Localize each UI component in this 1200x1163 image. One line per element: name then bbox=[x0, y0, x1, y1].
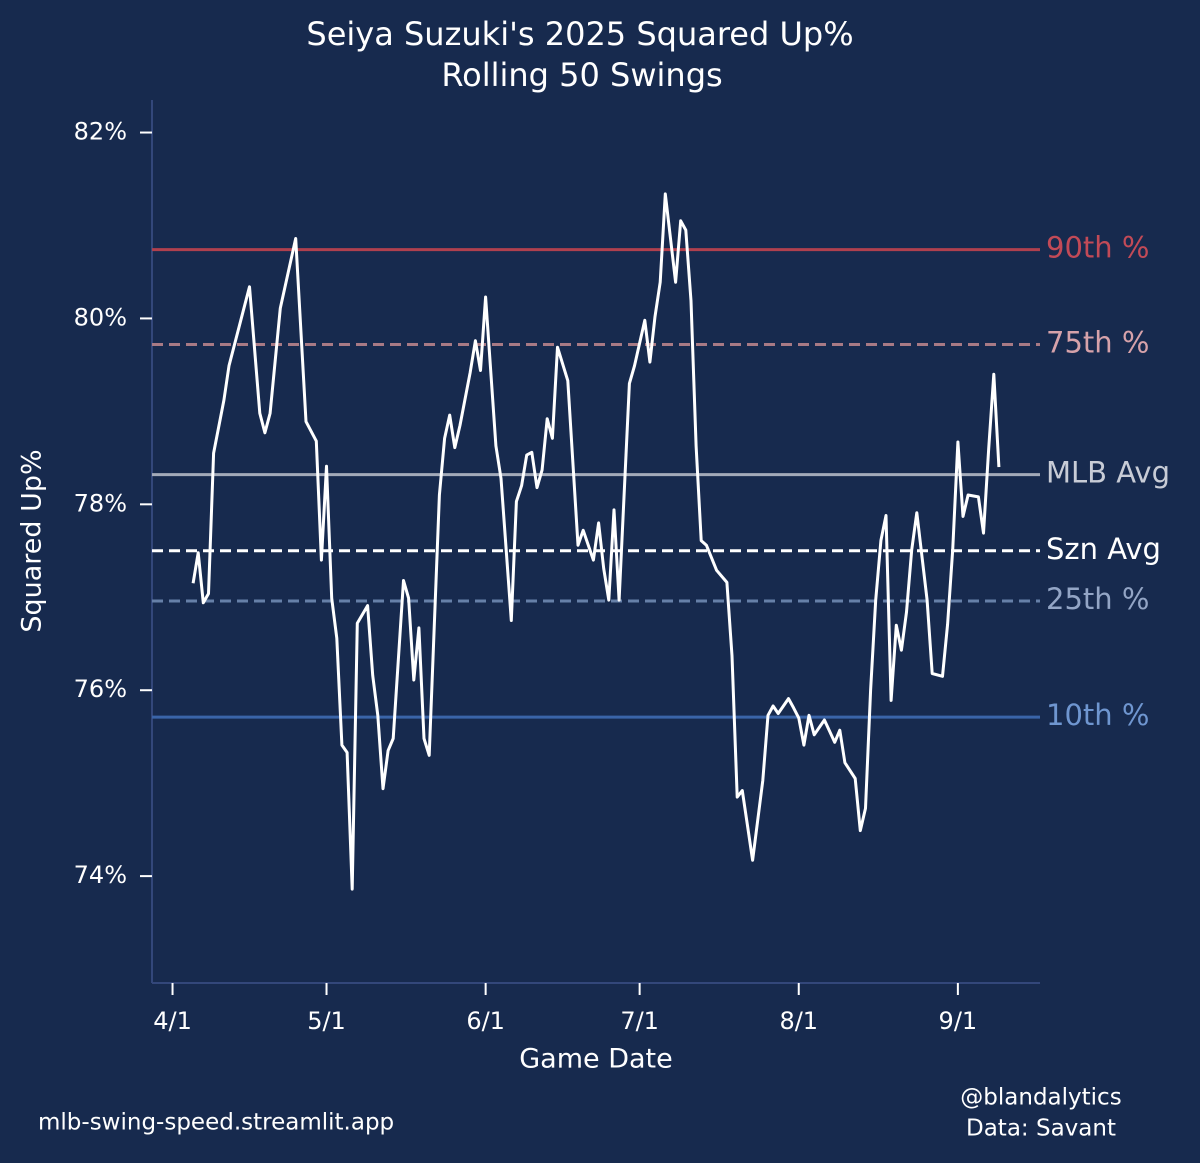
chart-title: Seiya Suzuki's 2025 Squared Up% bbox=[306, 15, 853, 53]
reference-label: 25th % bbox=[1046, 582, 1149, 616]
source: Data: Savant bbox=[966, 1116, 1116, 1142]
data-line bbox=[191, 192, 1001, 891]
x-tick-label: 8/1 bbox=[779, 1007, 818, 1035]
y-tick-label: 80% bbox=[74, 303, 127, 331]
chart-subtitle: Rolling 50 Swings bbox=[441, 56, 722, 94]
y-tick-label: 82% bbox=[74, 118, 127, 146]
x-tick-label: 5/1 bbox=[307, 1007, 346, 1035]
reference-label: 90th % bbox=[1046, 231, 1149, 265]
x-axis-label: Game Date bbox=[519, 1044, 673, 1075]
reference-label: Szn Avg bbox=[1046, 532, 1161, 566]
y-tick-label: 76% bbox=[74, 675, 127, 703]
y-axis-label: Squared Up% bbox=[17, 449, 48, 632]
x-tick-label: 7/1 bbox=[620, 1007, 659, 1035]
credit: @blandalytics bbox=[960, 1085, 1121, 1111]
y-tick-label: 78% bbox=[74, 489, 127, 517]
reference-label: 75th % bbox=[1046, 325, 1149, 359]
x-tick-label: 6/1 bbox=[466, 1007, 505, 1035]
reference-label: MLB Avg bbox=[1046, 456, 1170, 490]
footer-url: mlb-swing-speed.streamlit.app bbox=[38, 1110, 394, 1136]
reference-label: 10th % bbox=[1046, 698, 1149, 732]
x-tick-label: 4/1 bbox=[153, 1007, 192, 1035]
x-tick-label: 9/1 bbox=[939, 1007, 978, 1035]
y-tick-label: 74% bbox=[74, 861, 127, 889]
